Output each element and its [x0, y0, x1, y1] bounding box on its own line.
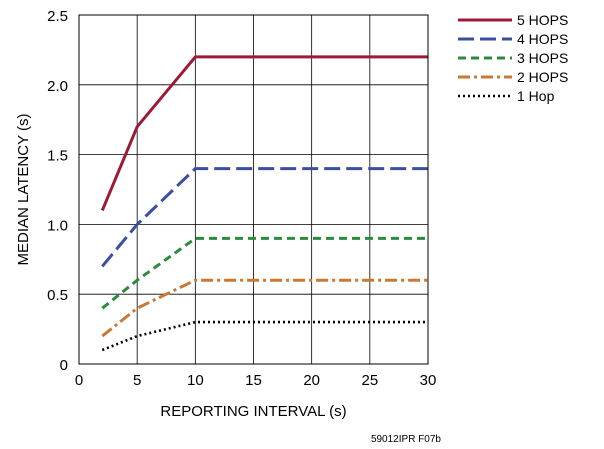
y-tick-label: 0 [60, 357, 68, 374]
legend-label: 2 HOPS [517, 69, 568, 85]
y-tick-label: 2.5 [47, 8, 68, 25]
legend: 5 HOPS 4 HOPS 3 HOPS 2 HOPS 1 Hop [458, 12, 568, 104]
legend-label: 3 HOPS [517, 50, 568, 66]
series-line [101, 167, 428, 268]
grid-lines [78, 14, 429, 365]
x-tick-label: 5 [133, 372, 141, 389]
series-line [101, 278, 428, 338]
plot-frame [78, 14, 429, 365]
y-tick-label: 0.5 [47, 287, 68, 304]
x-tick-label: 25 [361, 372, 378, 389]
series-lines [100, 55, 428, 352]
y-tick-label: 1.0 [47, 217, 68, 234]
x-axis-label: REPORTING INTERVAL (s) [160, 403, 346, 420]
y-tick-labels: 0 0.5 1.0 1.5 2.0 2.5 [47, 8, 68, 374]
figure-id: 59012IPR F07b [371, 434, 441, 445]
x-tick-labels: 0 5 10 15 20 25 30 [75, 372, 437, 389]
series-line [101, 320, 428, 352]
series-line [100, 55, 428, 211]
series-line [101, 236, 428, 310]
legend-label: 4 HOPS [517, 31, 568, 47]
legend-label: 1 Hop [517, 88, 555, 104]
legend-label: 5 HOPS [517, 12, 568, 28]
x-tick-label: 15 [245, 372, 262, 389]
y-tick-label: 1.5 [47, 148, 68, 165]
y-axis-label: MEDIAN LATENCY (s) [15, 114, 32, 266]
x-tick-label: 0 [75, 372, 83, 389]
x-tick-label: 10 [187, 372, 204, 389]
x-tick-label: 20 [303, 372, 320, 389]
y-tick-label: 2.0 [47, 78, 68, 95]
x-tick-label: 30 [420, 372, 437, 389]
